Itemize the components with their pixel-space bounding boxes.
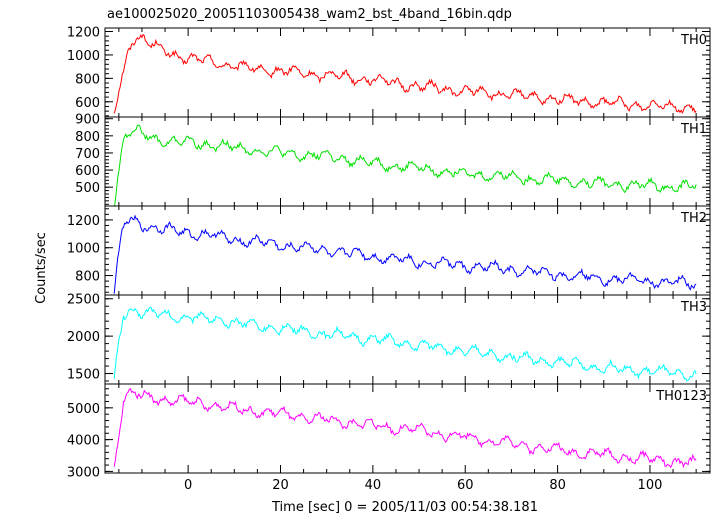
x-tick-label: 60: [457, 478, 474, 493]
y-tick-label: 800: [75, 130, 100, 145]
series-label-th0123: TH0123: [655, 389, 707, 404]
panel-frame: [104, 27, 711, 118]
y-tick-label: 1500: [67, 368, 100, 383]
figure-title: ae100025020_20051103005438_wam2_bst_4ban…: [107, 7, 512, 22]
y-axis-label: Counts/sec: [34, 232, 49, 304]
y-tick-label: 700: [75, 147, 100, 162]
y-tick-label: 2500: [67, 293, 100, 308]
y-tick-label: 4000: [67, 434, 100, 449]
y-tick-label: 3000: [67, 465, 100, 480]
panel-th1: 500 600 700 800 900 TH1: [75, 113, 711, 207]
x-tick-label: 0: [184, 478, 192, 493]
panel-th3: 1500 2000 2500 TH3: [67, 293, 711, 385]
y-tick-label: 5000: [67, 402, 100, 417]
series-label-th1: TH1: [680, 122, 707, 137]
y-tick-label: 1200: [67, 214, 100, 229]
panel-th2: 800 1000 1200 TH2: [67, 205, 711, 296]
panel-frame: [104, 205, 711, 296]
y-tick-label: 500: [75, 181, 100, 196]
panels-group: 600 800 1000 1200 TH0 500 600 700 800 900 TH1 800 10…: [67, 26, 711, 480]
x-axis-ticks: 0 20 40 60 80 100: [184, 478, 662, 493]
series-line-th0: [113, 33, 697, 114]
series-line-th3: [113, 307, 697, 382]
y-tick-label: 1000: [67, 242, 100, 257]
series-label-th0: TH0: [680, 33, 707, 48]
panel-frame: [104, 383, 711, 474]
y-tick-label: 900: [75, 113, 100, 128]
x-tick-label: 20: [272, 478, 289, 493]
y-tick-label: 800: [75, 72, 100, 87]
y-tick-label: 800: [75, 270, 100, 285]
panel-th0123: 3000 4000 5000 TH0123: [67, 383, 711, 480]
series-line-th2: [113, 214, 697, 294]
y-tick-label: 2000: [67, 330, 100, 345]
series-line-th0123: [113, 387, 697, 469]
x-tick-label: 40: [365, 478, 382, 493]
panel-frame: [104, 116, 711, 207]
series-label-th2: TH2: [680, 211, 707, 226]
y-tick-label: 600: [75, 164, 100, 179]
y-tick-label: 1000: [67, 49, 100, 64]
x-tick-label: 80: [549, 478, 566, 493]
y-tick-label: 600: [75, 96, 100, 111]
series-label-th3: TH3: [680, 300, 707, 315]
x-axis-label: Time [sec] 0 = 2005/11/03 00:54:38.181: [271, 500, 538, 515]
x-tick-label: 100: [638, 478, 663, 493]
panel-th0: 600 800 1000 1200 TH0: [67, 26, 711, 118]
y-tick-label: 1200: [67, 26, 100, 41]
series-line-th1: [114, 124, 697, 206]
